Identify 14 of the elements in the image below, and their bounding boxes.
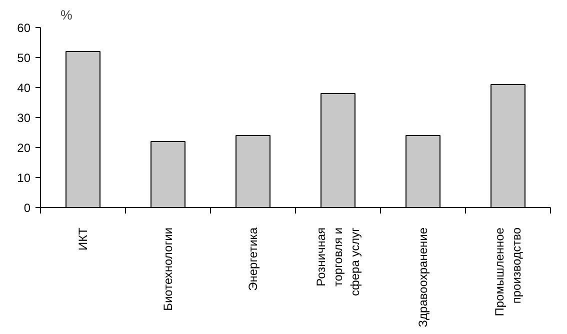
x-tick-label: Промышленное производство [492, 227, 524, 316]
y-tick-label: 50 [17, 51, 31, 65]
y-tick-label: 40 [17, 81, 31, 95]
y-axis-title: % [60, 8, 72, 22]
x-tick-label: ИКТ [76, 226, 90, 250]
x-tick-label: Здравоохранение [416, 227, 430, 328]
x-tick-label: Биотехнологии [161, 228, 175, 311]
x-tick-label: Розничная торговля и сфера услуг [314, 226, 362, 296]
x-tick-label: Энергетика [246, 227, 260, 291]
y-tick-label: 20 [17, 141, 31, 155]
y-tick-label: 30 [17, 111, 31, 125]
y-tick-label: 10 [17, 171, 31, 185]
y-tick-label: 60 [17, 21, 31, 35]
y-tick-label: 0 [24, 201, 31, 215]
